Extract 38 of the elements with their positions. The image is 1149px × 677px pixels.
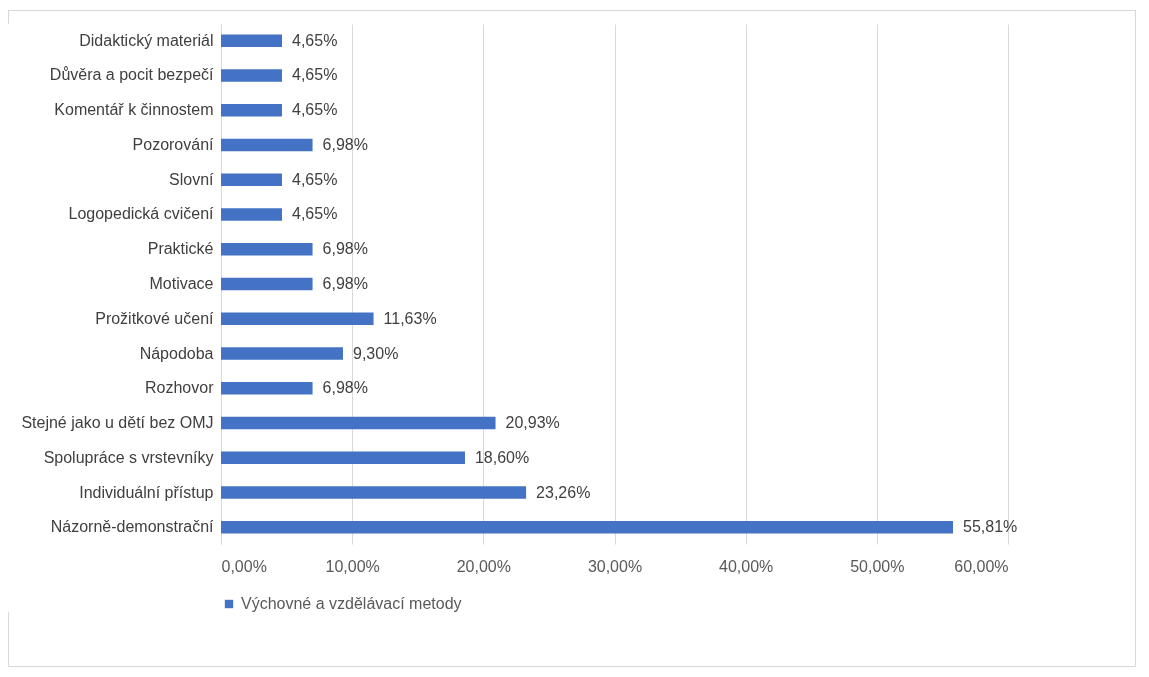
y-tick-label: Prožitkové učení [95,309,215,327]
data-label: 18,60% [474,448,530,466]
x-tick-label: 60,00% [954,557,1009,575]
x-tick-label: 40,00% [719,557,774,575]
y-tick-label: Nápodoba [139,344,214,362]
data-label: 55,81% [963,518,1018,536]
data-label: 4,65% [291,31,338,49]
data-label: 4,65% [291,170,338,188]
data-label: 20,93% [505,414,560,432]
y-tick-label: Spolupráce s vrstevníky [43,448,214,466]
data-label: 9,30% [352,344,399,362]
y-tick-label: Individuální přístup [79,483,214,501]
y-tick-label: Didaktický materiál [79,31,214,49]
data-label: 4,65% [291,66,338,84]
x-tick-label: 50,00% [850,557,905,575]
data-label: 6,98% [322,379,368,397]
y-tick-label: Pozorování [132,135,215,153]
data-label: 6,98% [322,135,368,153]
y-tick-label: Stejné jako u dětí bez OMJ [21,414,214,432]
data-label: 6,98% [322,240,368,258]
data-label: 4,65% [291,205,338,223]
data-label: 11,63% [383,309,437,327]
y-tick-label: Slovní [169,170,215,188]
data-label: 23,26% [536,483,591,501]
x-tick-label: 10,00% [325,557,380,575]
x-tick-label: 0,00% [221,557,267,575]
y-tick-label: Motivace [149,275,214,292]
data-label: 4,65% [291,101,338,119]
y-tick-label: Rozhovor [145,379,215,397]
y-tick-label: Důvěra a pocit bezpečí [49,66,215,84]
y-tick-label: Komentář k činnostem [54,101,214,119]
x-tick-label: 20,00% [456,557,511,575]
y-tick-label: Názorně-demonstrační [50,518,215,536]
y-tick-label: Praktické [147,240,214,258]
data-label: 6,98% [322,275,368,292]
legend-label: Výchovné a vzdělávací metody [241,595,462,612]
y-tick-label: Logopedická cvičení [68,205,215,223]
x-tick-label: 30,00% [587,557,643,575]
